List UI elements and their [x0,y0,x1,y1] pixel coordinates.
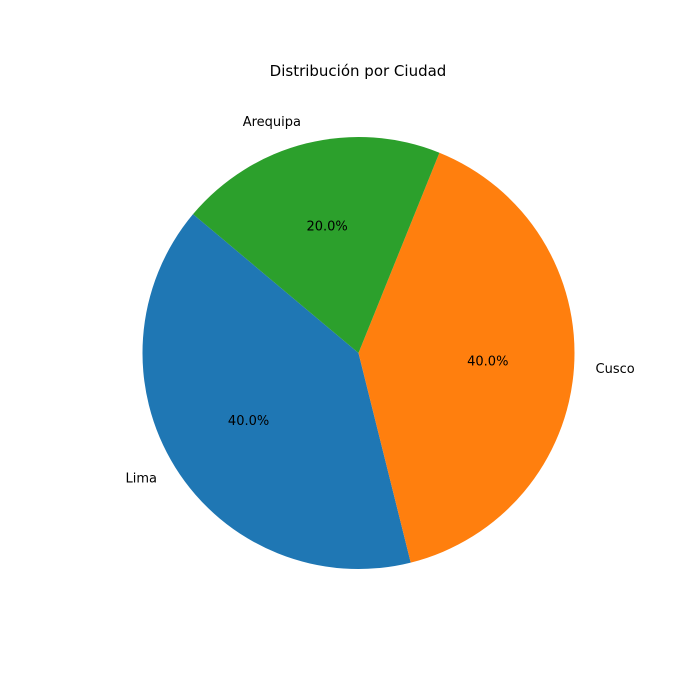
slice-label-cusco: Cusco [596,362,635,377]
pie-slice-arequipa [193,137,440,353]
pie-slice-cusco [358,152,575,563]
pie-slice-lima [142,214,411,569]
percent-label-cusco: 40.0% [467,355,508,370]
slice-label-lima: Lima [126,471,157,486]
chart-title: Distribución por Ciudad [270,62,447,80]
pie-slices [142,137,575,569]
percent-label-arequipa: 20.0% [306,220,347,235]
pie-labels: Lima 40.0% Cusco 40.0% Arequipa 20.0% [126,115,635,486]
slice-label-arequipa: Arequipa [243,115,301,130]
percent-label-lima: 40.0% [228,414,269,429]
